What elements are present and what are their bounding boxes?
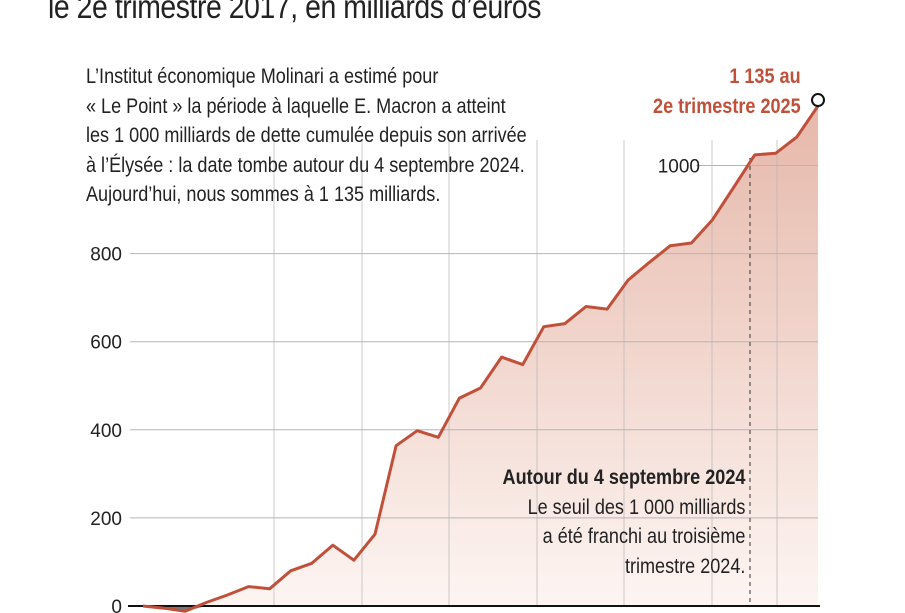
threshold-annotation: Autour du 4 septembre 2024 Le seuil des … (502, 463, 745, 581)
y-tick-label: 800 (90, 245, 122, 266)
intro-line: les 1 000 milliards de dette cumulée dep… (86, 124, 527, 147)
intro-text: L’Institut économique Molinari a estimé … (86, 62, 527, 210)
intro-line: « Le Point » la période à laquelle E. Ma… (86, 94, 506, 118)
y-tick-label: 600 (90, 333, 122, 354)
intro-line: L’Institut économique Molinari a estimé … (86, 65, 439, 88)
y-tick-label: 0 (111, 597, 122, 613)
end-point-marker (811, 93, 825, 108)
end-label-line: 1 135 au (729, 65, 801, 88)
end-value-label: 1 135 au 2e trimestre 2025 (653, 62, 801, 121)
annotation-line: a été franchi au troisième (542, 525, 745, 548)
y-tick-label: 1000 (658, 157, 700, 178)
intro-line: à l’Élysée : la date tombe autour du 4 s… (86, 153, 525, 177)
end-label-line: 2e trimestre 2025 (653, 94, 801, 118)
annotation-line: trimestre 2024. (624, 554, 745, 578)
y-tick-label: 200 (90, 509, 122, 530)
intro-line: Aujourd’hui, nous sommes à 1 135 milliar… (86, 183, 441, 206)
chart-title: le 2e trimestre 2017, en milliards d’eur… (48, 0, 542, 25)
annotation-title: Autour du 4 septembre 2024 (502, 466, 745, 489)
area-fill (143, 106, 818, 606)
y-tick-label: 400 (90, 421, 122, 442)
annotation-line: Le seuil des 1 000 milliards (527, 495, 745, 519)
